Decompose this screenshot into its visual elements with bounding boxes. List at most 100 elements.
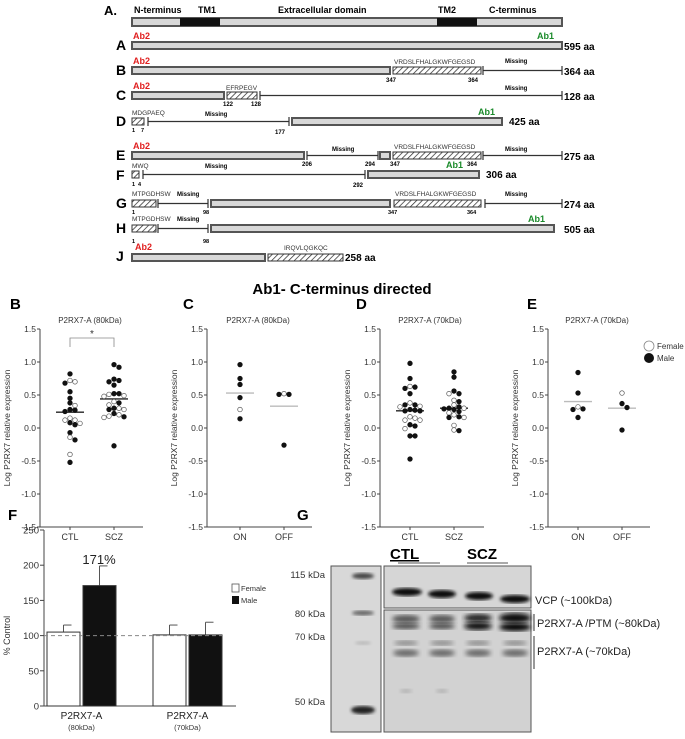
male-data-point bbox=[451, 369, 457, 375]
y-tick-label: -0.5 bbox=[529, 456, 544, 466]
female-data-point bbox=[116, 412, 122, 418]
novel-sequence-box bbox=[393, 199, 482, 208]
novel-sequence-box bbox=[226, 91, 258, 100]
variant-label: F bbox=[116, 167, 125, 183]
male-data-point bbox=[67, 400, 73, 406]
position-label: 364 bbox=[467, 162, 478, 168]
ab2-label: Ab2 bbox=[135, 242, 152, 252]
male-data-point bbox=[237, 416, 243, 422]
panel-e-label: E bbox=[527, 296, 537, 313]
female-swatch-icon bbox=[231, 583, 240, 593]
y-tick-label: -1.5 bbox=[188, 522, 203, 532]
male-data-point bbox=[62, 408, 68, 415]
variant-length: 274 aa bbox=[564, 200, 595, 211]
marker-50: 50 kDa bbox=[295, 697, 326, 708]
x-tick-label: OFF bbox=[613, 532, 631, 542]
marker-80: 80 kDa bbox=[295, 609, 326, 620]
y-tick-label: 250 bbox=[23, 526, 39, 537]
male-data-point bbox=[72, 437, 78, 443]
female-data-point bbox=[407, 383, 413, 390]
male-data-point bbox=[111, 391, 117, 397]
group-label-scz: SCZ bbox=[467, 546, 497, 563]
male-data-point bbox=[624, 404, 630, 411]
male-data-point bbox=[67, 459, 73, 465]
y-tick-label: 0.0 bbox=[364, 423, 376, 433]
male-data-point bbox=[237, 394, 243, 401]
legend-female: Female bbox=[657, 342, 684, 351]
female-data-point bbox=[67, 415, 73, 421]
y-tick-label: 0.5 bbox=[191, 390, 203, 400]
male-data-point bbox=[72, 407, 78, 413]
male-data-point bbox=[407, 456, 413, 462]
group-label-ctl: CTL bbox=[390, 546, 419, 563]
variant-bar bbox=[131, 66, 391, 75]
chart-title: P2RX7-A (80kDa) bbox=[58, 316, 122, 325]
male-data-point bbox=[67, 389, 73, 395]
panel-a: A. N-terminus TM1 Extracellular domain T… bbox=[104, 3, 595, 264]
y-tick-label: 150 bbox=[23, 596, 39, 607]
variant-length: 425 aa bbox=[509, 117, 540, 128]
missing-label: Missing bbox=[205, 112, 228, 118]
position-label: 292 bbox=[353, 183, 364, 189]
novel-sequence-box bbox=[131, 170, 140, 179]
male-swatch-icon bbox=[232, 596, 239, 604]
male-data-point bbox=[121, 414, 127, 420]
x-category-label: P2RX7-A bbox=[61, 711, 103, 722]
y-axis-label: Log P2RX7 relative expression bbox=[510, 369, 520, 486]
x-tick-label: OFF bbox=[275, 532, 293, 542]
variant-label: D bbox=[116, 113, 126, 129]
male-data-point bbox=[412, 423, 418, 429]
scatter-legend: Female Male bbox=[643, 340, 684, 363]
ab1-label: Ab1 bbox=[537, 31, 554, 41]
female-data-point bbox=[101, 414, 107, 421]
missing-label: Missing bbox=[505, 86, 528, 92]
novel-sequence-box bbox=[131, 199, 157, 208]
male-data-point bbox=[72, 422, 78, 428]
y-tick-label: 0.5 bbox=[24, 390, 36, 400]
female-data-point bbox=[72, 379, 78, 385]
missing-label: Missing bbox=[505, 147, 528, 153]
female-data-point bbox=[106, 413, 112, 419]
female-data-point bbox=[451, 402, 457, 408]
male-data-point bbox=[237, 381, 243, 388]
male-data-point bbox=[111, 361, 117, 368]
y-tick-label: -1.0 bbox=[529, 489, 544, 499]
variant-a-bar bbox=[131, 41, 563, 50]
y-axis-label: % Control bbox=[2, 616, 12, 656]
male-data-point bbox=[412, 402, 418, 408]
legend-male: Male bbox=[657, 354, 675, 363]
male-data-point bbox=[111, 376, 117, 382]
female-data-point bbox=[111, 398, 117, 405]
position-label: 347 bbox=[388, 210, 397, 216]
ab2-label: Ab2 bbox=[133, 81, 150, 91]
y-axis-label: Log P2RX7 relative expression bbox=[169, 369, 179, 486]
female-data-point bbox=[67, 377, 73, 384]
male-data-point bbox=[451, 388, 457, 394]
y-tick-label: -1.0 bbox=[21, 489, 36, 499]
female-data-point bbox=[67, 451, 73, 458]
variant-length: 275 aa bbox=[564, 152, 595, 163]
panel-c-label: C bbox=[183, 296, 194, 313]
missing-label: Missing bbox=[205, 164, 228, 170]
male-data-point bbox=[456, 398, 462, 405]
position-label: 364 bbox=[467, 210, 477, 216]
male-data-point bbox=[67, 395, 73, 401]
band-label-70kda: P2RX7-A (~70kDa) bbox=[537, 646, 631, 658]
sequence-label: EFRPEGV bbox=[226, 85, 258, 92]
female-data-point bbox=[402, 417, 408, 423]
x-category-sublabel: (70kDa) bbox=[174, 723, 201, 732]
male-data-point bbox=[281, 442, 287, 448]
female-data-point bbox=[619, 390, 625, 396]
y-tick-label: 1.0 bbox=[364, 357, 376, 367]
significance-marker: * bbox=[90, 329, 94, 340]
y-tick-label: 1.0 bbox=[532, 357, 544, 367]
female-data-point bbox=[451, 422, 457, 429]
male-data-point bbox=[111, 410, 117, 417]
female-data-point bbox=[62, 417, 68, 423]
missing-label: Missing bbox=[332, 147, 355, 153]
variant-bar bbox=[210, 224, 555, 233]
male-data-point bbox=[402, 385, 408, 392]
male-data-point bbox=[446, 405, 452, 411]
x-category-sublabel: (80kDa) bbox=[68, 723, 95, 732]
